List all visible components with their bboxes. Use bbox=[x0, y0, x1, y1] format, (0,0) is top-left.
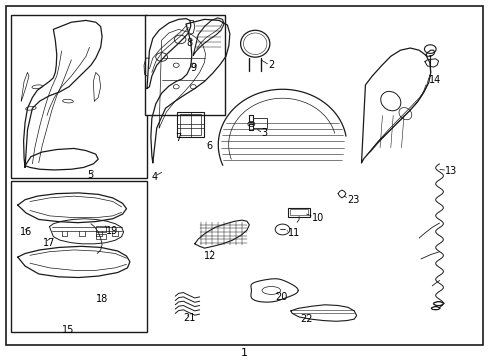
Text: 1: 1 bbox=[241, 348, 247, 358]
Text: 4: 4 bbox=[152, 172, 158, 182]
Bar bbox=[11, 15, 147, 178]
Text: 18: 18 bbox=[96, 294, 108, 304]
Text: 3: 3 bbox=[261, 129, 267, 138]
Text: 2: 2 bbox=[267, 60, 274, 70]
Text: 8: 8 bbox=[185, 38, 192, 48]
Text: 5: 5 bbox=[87, 170, 94, 180]
Text: 9: 9 bbox=[189, 63, 196, 73]
Bar bbox=[288, 208, 310, 217]
Bar bbox=[144, 15, 224, 116]
Bar bbox=[177, 112, 203, 137]
Bar bbox=[253, 118, 266, 129]
Text: 23: 23 bbox=[346, 195, 359, 205]
Text: 6: 6 bbox=[206, 141, 212, 151]
Text: 12: 12 bbox=[204, 251, 216, 261]
Text: 17: 17 bbox=[42, 238, 55, 248]
Bar bbox=[96, 226, 105, 231]
Bar bbox=[290, 209, 308, 215]
Bar bbox=[11, 181, 147, 332]
Text: 16: 16 bbox=[20, 227, 32, 237]
Bar bbox=[180, 114, 201, 135]
Text: 14: 14 bbox=[428, 75, 440, 85]
Text: 22: 22 bbox=[300, 314, 312, 324]
Text: 11: 11 bbox=[288, 228, 300, 238]
Text: 15: 15 bbox=[61, 325, 74, 335]
Text: 13: 13 bbox=[445, 166, 457, 176]
Text: 19: 19 bbox=[105, 226, 118, 236]
Bar bbox=[96, 234, 105, 239]
Text: 7: 7 bbox=[175, 133, 181, 143]
Text: 21: 21 bbox=[183, 313, 196, 323]
Text: 10: 10 bbox=[311, 213, 324, 222]
Text: 20: 20 bbox=[274, 292, 286, 302]
